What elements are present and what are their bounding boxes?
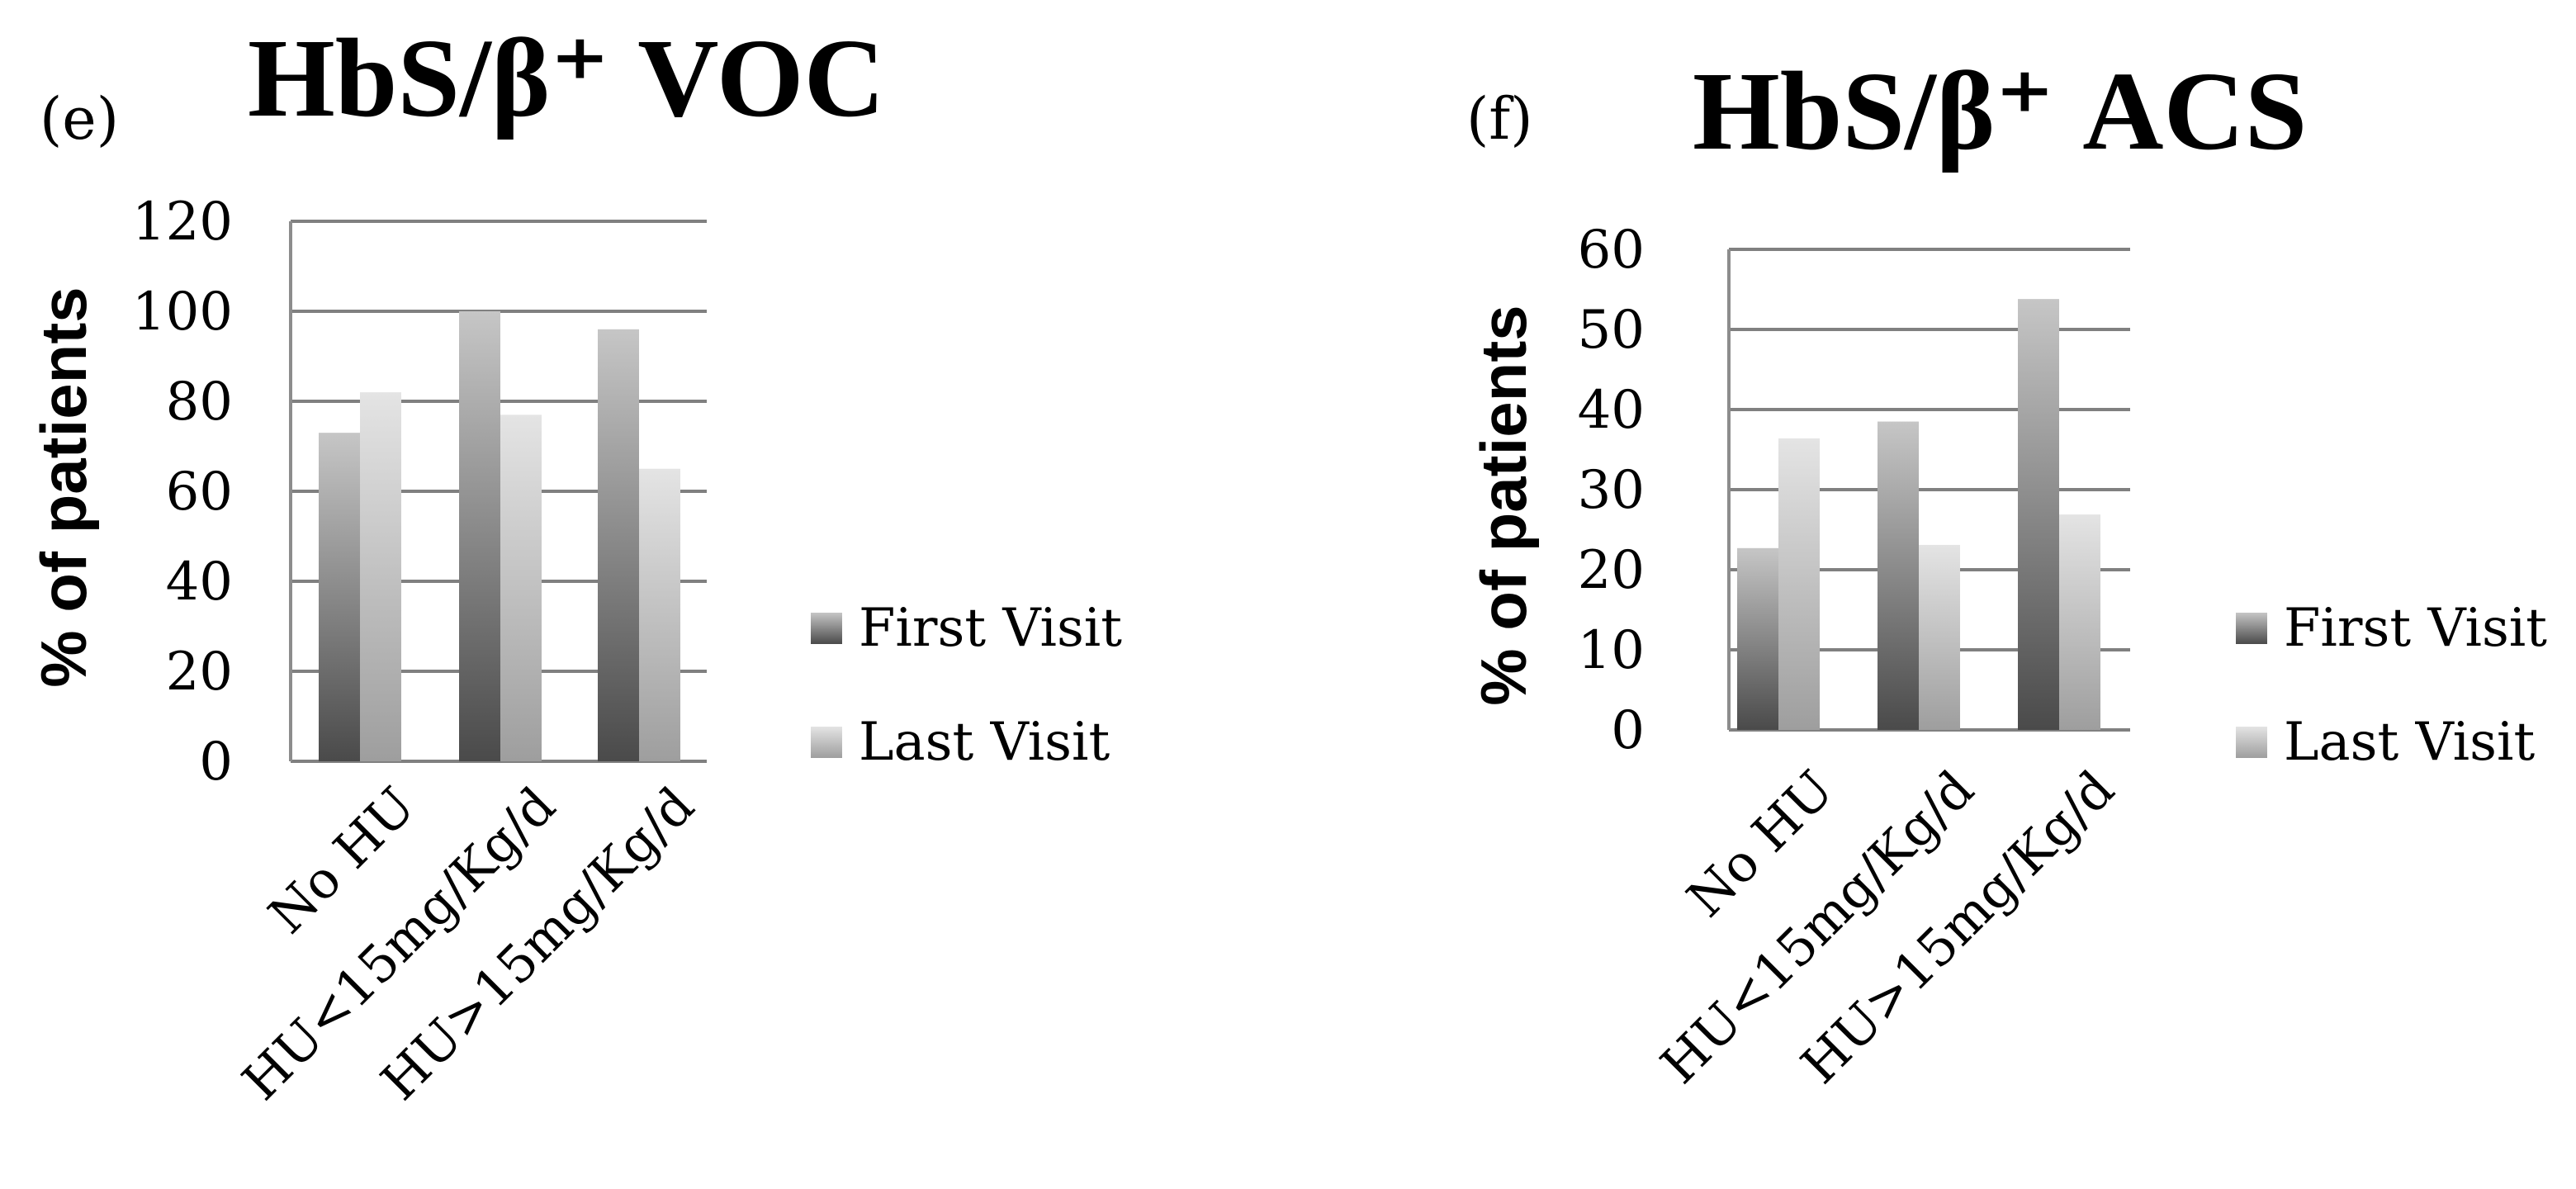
legend-label-first: First Visit: [859, 598, 1122, 659]
legend-label-first: First Visit: [2284, 598, 2547, 659]
y-tick-label: 20: [166, 642, 233, 703]
bar-first-visit: [1878, 421, 1919, 730]
y-tick-label: 100: [132, 282, 233, 343]
legend: First Visit Last Visit: [2236, 598, 2547, 773]
legend-swatch-first: [811, 613, 842, 644]
chart-title: HbS/β⁺ ACS: [1693, 50, 2307, 173]
legend-label-last: Last Visit: [859, 712, 1110, 773]
bars: [1737, 299, 2100, 730]
chart-panel-e: (e) HbS/β⁺ VOC % of patients 0 20 40 60 80 10…: [27, 17, 1122, 1111]
bar-last-visit: [1778, 438, 1820, 730]
bar-first-visit: [319, 433, 360, 761]
y-tick-label: 30: [1578, 460, 1645, 521]
panel-label: (f): [1466, 85, 1533, 153]
y-tick-label: 50: [1578, 300, 1645, 361]
y-tick-label: 20: [1578, 540, 1645, 601]
bar-first-visit: [1737, 547, 1778, 730]
chart-panel-f: (f) HbS/β⁺ ACS % of patients 0 10 20 30 40 50…: [1466, 50, 2547, 1095]
bar-first-visit: [2018, 299, 2059, 730]
y-axis-title: % of patients: [1467, 305, 1540, 705]
y-tick-label: 60: [166, 462, 233, 523]
y-tick-label: 0: [1611, 700, 1645, 761]
legend-label-last: Last Visit: [2284, 712, 2535, 773]
bar-last-visit: [1919, 544, 1960, 730]
y-tick-labels: 0 10 20 30 40 50 60: [1578, 220, 1645, 761]
legend: First Visit Last Visit: [811, 598, 1122, 773]
legend-swatch-last: [2236, 727, 2267, 758]
chart-title: HbS/β⁺ VOC: [248, 17, 885, 140]
y-axis-title: % of patients: [27, 287, 100, 687]
y-tick-labels: 0 20 40 60 80 100 120: [132, 192, 233, 793]
bar-first-visit: [459, 311, 500, 761]
y-tick-label: 80: [166, 372, 233, 433]
bar-first-visit: [598, 329, 639, 761]
y-tick-label: 120: [132, 192, 233, 253]
y-tick-label: 40: [166, 552, 233, 613]
y-tick-label: 60: [1578, 220, 1645, 281]
bar-last-visit: [639, 468, 680, 761]
bar-last-visit: [500, 414, 542, 761]
y-tick-label: 0: [199, 732, 233, 793]
bar-last-visit: [2059, 514, 2100, 730]
legend-swatch-first: [2236, 613, 2267, 644]
bars: [319, 311, 680, 761]
y-tick-label: 40: [1578, 380, 1645, 441]
y-tick-label: 10: [1578, 620, 1645, 681]
bar-last-visit: [360, 392, 401, 761]
panel-label: (e): [40, 85, 119, 153]
legend-swatch-last: [811, 727, 842, 758]
